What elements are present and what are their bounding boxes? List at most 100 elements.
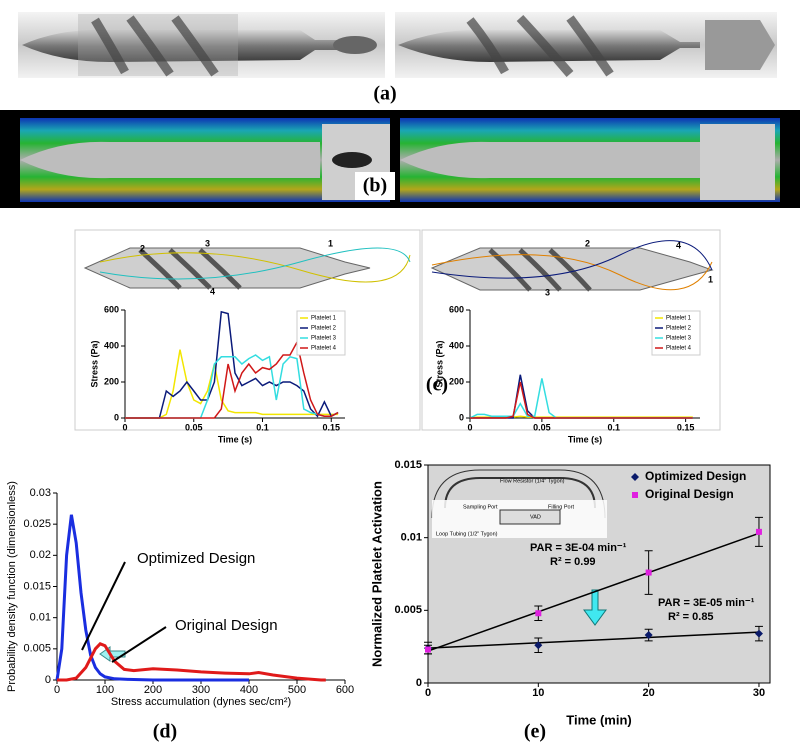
panel-label: (c) bbox=[426, 374, 448, 396]
point bbox=[644, 631, 653, 640]
annotation: Original Design bbox=[175, 617, 278, 634]
y-tick-label: 0.005 bbox=[394, 604, 422, 616]
annotation: Optimized Design bbox=[137, 550, 255, 567]
leader-line bbox=[81, 561, 126, 651]
x-tick-label: 0 bbox=[122, 422, 127, 432]
inset-label: Loop Tubing (1/2" Tygon) bbox=[436, 531, 498, 537]
y-tick-label: 200 bbox=[449, 376, 464, 386]
panel-label: (e) bbox=[524, 721, 546, 743]
diagram-marker: 4 bbox=[676, 240, 681, 250]
y-tick-label: 0 bbox=[114, 412, 119, 422]
y-tick-label: 600 bbox=[449, 304, 464, 314]
diagram-marker: 2 bbox=[140, 243, 145, 253]
legend-label: Platelet 2 bbox=[311, 326, 337, 332]
panel-a-images bbox=[18, 12, 777, 78]
y-tick-label: 0 bbox=[416, 677, 422, 689]
series-line bbox=[469, 378, 693, 419]
legend-label: Platelet 2 bbox=[666, 326, 692, 332]
legend-swatch bbox=[631, 473, 639, 481]
diagram-marker: 4 bbox=[210, 286, 215, 296]
y-tick-label: 0.025 bbox=[23, 518, 51, 530]
panel-label: (d) bbox=[153, 721, 177, 743]
series-line bbox=[57, 642, 326, 682]
fit-line bbox=[427, 532, 760, 652]
x-tick-label: 20 bbox=[643, 687, 655, 699]
annotation: R² = 0.99 bbox=[550, 556, 596, 568]
diagram-marker: 1 bbox=[328, 238, 333, 248]
y-tick-label: 400 bbox=[104, 340, 119, 350]
legend-label: Original Design bbox=[645, 487, 734, 501]
point bbox=[425, 646, 431, 653]
panel-c-frames bbox=[74, 229, 721, 431]
y-tick-label: 0 bbox=[45, 674, 51, 686]
legend-label: Platelet 1 bbox=[311, 316, 337, 322]
x-tick-label: 30 bbox=[753, 687, 765, 699]
legend-swatch bbox=[632, 492, 638, 498]
y-tick-label: 600 bbox=[104, 304, 119, 314]
y-tick-label: 0.015 bbox=[23, 580, 51, 592]
diagram-marker: 2 bbox=[585, 238, 590, 248]
annotation: PAR = 3E-05 min⁻¹ bbox=[658, 597, 755, 609]
x-tick-label: 0.1 bbox=[607, 422, 620, 432]
x-axis-label: Time (s) bbox=[568, 434, 602, 444]
diagram-marker: 3 bbox=[545, 287, 550, 297]
x-tick-label: 0.05 bbox=[185, 422, 203, 432]
series-line bbox=[125, 354, 339, 419]
y-tick-label: 400 bbox=[449, 340, 464, 350]
series-line bbox=[470, 381, 693, 419]
legend-label: Platelet 3 bbox=[311, 336, 337, 342]
legend-label: Optimized Design bbox=[645, 469, 746, 483]
point bbox=[754, 629, 763, 638]
panel-e-inset bbox=[427, 464, 771, 684]
annotation: PAR = 3E-04 min⁻¹ bbox=[530, 542, 627, 554]
y-axis-label: Stress (Pa) bbox=[89, 340, 99, 387]
x-tick-label: 100 bbox=[96, 684, 114, 696]
x-tick-label: 0 bbox=[467, 422, 472, 432]
x-tick-label: 300 bbox=[192, 684, 210, 696]
x-tick-label: 10 bbox=[532, 687, 544, 699]
y-axis-label: Probability density function (dimensionl… bbox=[6, 481, 18, 692]
x-tick-label: 0 bbox=[425, 687, 431, 699]
y-axis-label: Stress (Pa) bbox=[434, 340, 444, 387]
x-axis-label: Time (min) bbox=[566, 712, 632, 727]
inset-label: Filling Port bbox=[548, 504, 574, 510]
diagram-marker: 1 bbox=[708, 274, 713, 284]
legend-label: Platelet 4 bbox=[666, 346, 692, 352]
series-line bbox=[125, 310, 339, 419]
y-tick-label: 0.03 bbox=[30, 487, 51, 499]
series-line bbox=[470, 374, 693, 419]
x-tick-label: 0.05 bbox=[533, 422, 551, 432]
x-axis-label: Time (s) bbox=[218, 434, 252, 444]
series-line bbox=[55, 514, 249, 682]
point bbox=[534, 641, 543, 650]
diagram-marker: 3 bbox=[205, 238, 210, 248]
fit-line bbox=[427, 631, 760, 649]
legend-label: Platelet 1 bbox=[666, 316, 692, 322]
annotation: R² = 0.85 bbox=[668, 611, 714, 623]
leader-line bbox=[111, 626, 167, 663]
y-tick-label: 200 bbox=[104, 376, 119, 386]
y-tick-label: 0.02 bbox=[30, 549, 51, 561]
y-tick-label: 0.015 bbox=[394, 459, 422, 471]
x-tick-label: 600 bbox=[336, 684, 354, 696]
x-tick-label: 0.1 bbox=[256, 422, 269, 432]
point bbox=[535, 610, 542, 617]
x-tick-label: 0 bbox=[54, 684, 60, 696]
inset-label: Flow Resistor (1/4" Tygon) bbox=[500, 478, 565, 484]
y-tick-label: 0 bbox=[459, 412, 464, 422]
point bbox=[755, 528, 762, 535]
inset-label: VAD bbox=[530, 514, 541, 520]
panel-label: (a) bbox=[373, 83, 396, 105]
x-tick-label: 0.15 bbox=[677, 422, 695, 432]
x-tick-label: 400 bbox=[240, 684, 258, 696]
panel-b-image bbox=[0, 110, 800, 208]
x-tick-label: 200 bbox=[144, 684, 162, 696]
x-axis-label: Stress accumulation (dynes sec/cm²) bbox=[111, 696, 291, 708]
series-line bbox=[125, 340, 339, 419]
panel-label: (b) bbox=[363, 175, 387, 197]
y-tick-label: 0.01 bbox=[30, 612, 51, 624]
x-tick-label: 500 bbox=[288, 684, 306, 696]
point bbox=[645, 569, 652, 576]
